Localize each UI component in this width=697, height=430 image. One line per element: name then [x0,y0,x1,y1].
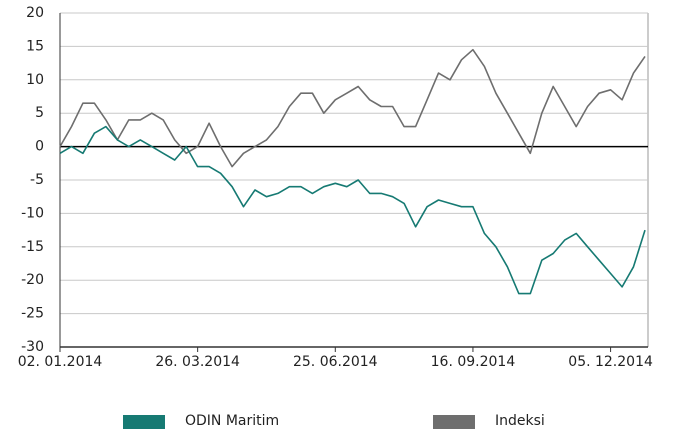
y-tick-label: -20 [21,272,44,288]
legend-label: ODIN Maritim [185,413,279,429]
y-tick-label: 15 [26,38,44,54]
legend-label: Indeksi [495,413,545,429]
y-tick-label: -25 [21,306,44,322]
series-line [59,125,646,295]
legend-swatch [433,415,475,429]
legend-swatch [123,415,165,429]
y-tick-label: 20 [26,5,44,21]
series-line [59,48,646,168]
y-tick-label: 5 [35,105,44,121]
y-tick-label: 10 [26,72,44,88]
x-tick-label: 02. 01.2014 [18,354,103,370]
x-tick-label: 16. 09.2014 [431,354,516,370]
x-tick-label: 25. 06.2014 [293,354,378,370]
y-tick-label: -15 [21,239,44,255]
y-tick-label: -30 [21,339,44,355]
y-tick-label: -5 [30,172,44,188]
x-tick-label: 05. 12.2014 [568,354,653,370]
y-tick-label: 0 [35,139,44,155]
y-tick-label: -10 [21,205,44,221]
x-tick-label: 26. 03.2014 [155,354,240,370]
